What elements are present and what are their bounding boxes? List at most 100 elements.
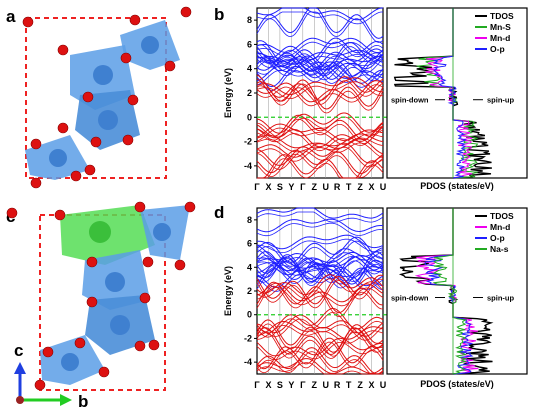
band-line [256, 278, 384, 300]
band-line [256, 83, 384, 114]
band-line [256, 337, 384, 370]
x-tick-label: U [380, 380, 387, 390]
band-line [256, 278, 384, 309]
x-tick-label: T [346, 380, 352, 390]
y-tick-label: 4 [247, 64, 252, 74]
band-line [256, 44, 384, 71]
band-line [256, 142, 384, 166]
band-line [256, 327, 384, 356]
legend-entry: O-p [490, 44, 505, 54]
band-line [256, 129, 384, 152]
x-tick-label: U [380, 182, 387, 192]
x-tick-label: Z [357, 380, 363, 390]
x-tick-label: Γ [254, 380, 260, 390]
band-line [256, 341, 384, 374]
c-axis-arrowhead [14, 362, 26, 374]
spin-up-annotation: spin-up [487, 96, 514, 105]
spin-down-annotation: spin-down [391, 96, 429, 105]
mn-atom [49, 149, 67, 167]
x-tick-label: Z [357, 182, 363, 192]
band-line [256, 37, 384, 54]
band-line [256, 7, 384, 39]
band-line [257, 158, 384, 179]
band-line [256, 84, 384, 107]
panel-a-label: a [6, 7, 16, 26]
lattice-axes: c b [14, 341, 88, 411]
panel-d-label: d [214, 203, 224, 222]
x-axis-label: PDOS (states/eV) [420, 181, 494, 191]
band-line [256, 142, 384, 162]
x-tick-label: Γ [300, 380, 306, 390]
x-tick-label: X [265, 182, 271, 192]
unit-cell-outline-a [25, 17, 167, 179]
band-line [256, 358, 384, 374]
band-line [256, 286, 384, 307]
y-tick-label: 4 [247, 262, 252, 272]
x-tick-label: Γ [300, 182, 306, 192]
panel-c-structure: c c b [6, 201, 196, 411]
band-line [256, 362, 384, 375]
band-line [256, 319, 384, 353]
band-line [256, 40, 384, 67]
legend-entry: TDOS [490, 11, 514, 21]
y-tick-label: 0 [247, 112, 252, 122]
x-tick-label: Y [288, 182, 294, 192]
band-line [256, 41, 384, 65]
x-tick-label: U [322, 182, 329, 192]
band-line [256, 78, 384, 105]
mn-atom [93, 65, 113, 85]
y-tick-label: 6 [247, 39, 252, 49]
axis-origin [16, 396, 24, 404]
x-tick-label: Γ [254, 182, 260, 192]
band-line [256, 56, 384, 81]
unit-cell-outline-c [39, 214, 166, 391]
x-tick-label: U [322, 380, 329, 390]
band-line [256, 245, 384, 266]
x-tick-label: T [346, 182, 352, 192]
band-line [257, 154, 384, 179]
y-tick-label: 2 [247, 286, 252, 296]
band-line [256, 264, 384, 281]
band-line [256, 7, 383, 21]
mn-atom [110, 315, 130, 335]
y-tick-label: -2 [244, 333, 252, 343]
pdos-frame [386, 7, 528, 179]
band-line [256, 249, 384, 270]
x-tick-label: Z [312, 182, 318, 192]
x-tick-label: X [369, 380, 375, 390]
band-line [256, 153, 384, 178]
c-axis-label: c [14, 341, 23, 360]
band-line [256, 41, 384, 57]
band-line [256, 218, 384, 233]
band-line [257, 234, 384, 250]
x-tick-label: Y [288, 380, 294, 390]
panel-a-structure: a [6, 6, 192, 189]
x-tick-label: S [277, 380, 283, 390]
mn-atom [98, 110, 118, 130]
x-tick-label: R [334, 380, 341, 390]
y-tick-label: 6 [247, 239, 252, 249]
legend-entry: TDOS [490, 211, 514, 221]
band-line [256, 56, 384, 81]
band-line [256, 77, 383, 96]
mn-atom [141, 36, 159, 54]
mn-atom [153, 223, 171, 241]
band-line [256, 81, 383, 100]
band-line [256, 274, 384, 305]
band-line [256, 281, 384, 314]
band-line [256, 323, 384, 357]
band-line [256, 260, 384, 278]
band-line [256, 11, 384, 43]
panel-b-label: b [214, 5, 224, 24]
y-tick-label: -4 [244, 161, 252, 171]
band-line [256, 240, 384, 267]
y-tick-label: 8 [247, 15, 252, 25]
band-line [256, 80, 384, 103]
x-tick-label: Z [312, 380, 318, 390]
y-tick-label: 8 [247, 215, 252, 225]
band-line [256, 347, 384, 375]
